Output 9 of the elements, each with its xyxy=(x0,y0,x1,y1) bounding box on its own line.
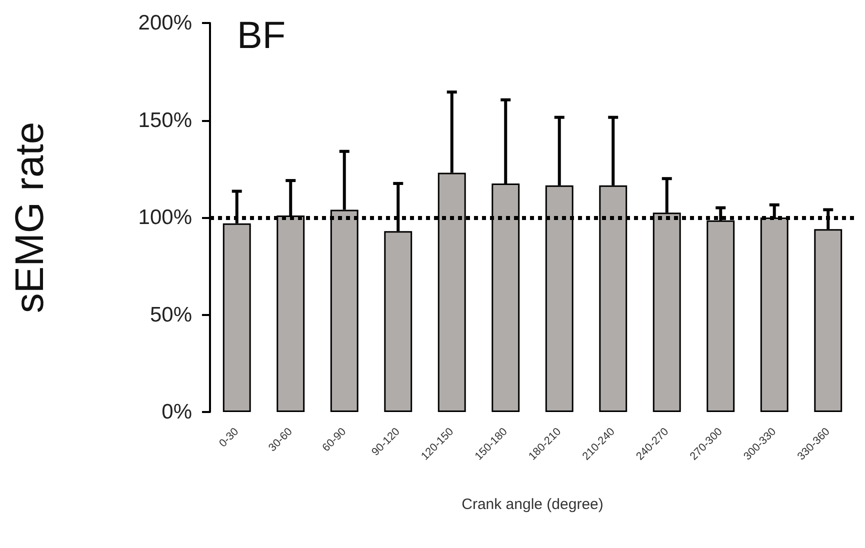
y-tick-label: 200% xyxy=(138,12,192,34)
x-axis-title: Crank angle (degree) xyxy=(462,496,604,513)
y-tick-label: 0% xyxy=(162,400,192,424)
y-tick-label: 50% xyxy=(150,303,192,326)
y-tick-label: 100% xyxy=(138,206,192,229)
y-tick-label: 150% xyxy=(138,108,192,132)
chart-title: BF xyxy=(237,15,286,57)
y-axis-title: sEMG rate xyxy=(8,122,52,314)
x-tick-label: 0-30 xyxy=(217,426,242,450)
